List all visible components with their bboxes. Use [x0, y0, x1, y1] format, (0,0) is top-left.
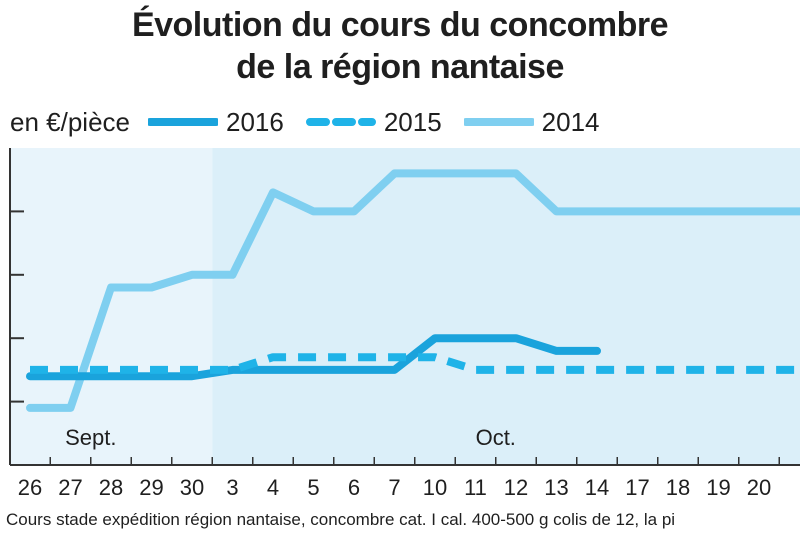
x-tick-label: 19	[706, 475, 730, 500]
x-tick-label: 26	[18, 475, 42, 500]
chart-title-line-2: de la région nantaise	[236, 48, 564, 86]
series-line-2014	[26, 169, 800, 412]
x-tick-label: 20	[747, 475, 771, 500]
legend-label-2014: 2014	[541, 106, 600, 137]
x-tick-label: 14	[585, 475, 609, 500]
footnote: Cours stade expédition région nantaise, …	[6, 510, 676, 529]
legend: en €/pièce 2016 2015 2014	[10, 104, 622, 140]
chart-area: 26 27 28 29 30 3 4 5 6 7 10 11 12 13 14 17 18 19 20 Sept. Oc…	[0, 140, 800, 513]
legend-item-2015: 2015	[305, 106, 442, 138]
legend-label-2015: 2015	[383, 106, 442, 137]
x-tick-label: 28	[99, 475, 123, 500]
month-label: Oct.	[476, 425, 516, 450]
chart-title: Évolution du cours du concombre de la ré…	[0, 4, 800, 88]
series-line-2016	[26, 334, 601, 381]
line-chart: 26 27 28 29 30 3 4 5 6 7 10 11 12 13 14 17 18 19 20 Sept. Oc…	[9, 148, 800, 500]
legend-label-2016: 2016	[225, 106, 284, 137]
legend-item-2016: 2016	[147, 106, 284, 138]
legend-item-2014: 2014	[463, 106, 600, 138]
x-tick-label: 13	[544, 475, 568, 500]
series-line-2015	[30, 353, 800, 374]
x-tick-label: 4	[267, 475, 279, 500]
month-label: Sept.	[65, 425, 116, 450]
x-tick-label: 3	[226, 475, 238, 500]
x-tick-label: 17	[625, 475, 649, 500]
legend-swatch-2016	[147, 118, 218, 126]
x-tick-label: 7	[388, 475, 400, 500]
x-tick-label: 18	[666, 475, 690, 500]
legend-swatch-2015	[305, 118, 376, 126]
x-tick-label: 12	[504, 475, 528, 500]
x-tick-label: 6	[348, 475, 360, 500]
x-tick-label: 5	[307, 475, 319, 500]
x-tick-label: 30	[180, 475, 204, 500]
x-tick-label: 11	[464, 475, 487, 500]
x-tick-label: 27	[58, 475, 82, 500]
chart-title-line-1: Évolution du cours du concombre	[131, 6, 669, 44]
unit-label: en €/pièce	[10, 106, 130, 137]
plot-bg-october	[212, 148, 800, 465]
x-tick-label: 29	[139, 475, 163, 500]
x-tick-label: 10	[423, 475, 447, 500]
plot-bg-september	[10, 148, 213, 465]
legend-swatch-2014	[463, 118, 534, 126]
